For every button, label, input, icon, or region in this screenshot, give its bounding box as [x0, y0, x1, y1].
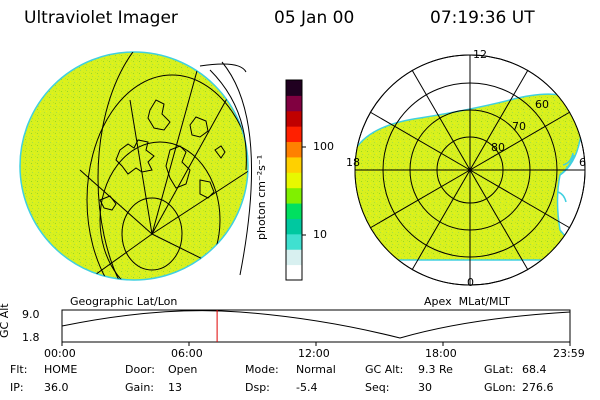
mlt-label-0: 0: [467, 276, 474, 289]
colorbar-segment: [286, 249, 302, 266]
mlat-label-70: 70: [512, 120, 526, 133]
status-value: Normal: [296, 363, 336, 376]
timeline-x-tick: 06:00: [171, 347, 203, 360]
mlat-label-60: 60: [535, 98, 549, 111]
colorbar-frame: [285, 79, 303, 281]
colorbar-segment: [286, 156, 302, 173]
status-value: 68.4: [522, 363, 547, 376]
timeline-x-tick: 00:00: [44, 347, 76, 360]
status-value: 30: [418, 381, 432, 394]
status-label: Door:: [125, 363, 155, 376]
colorbar-segment: [286, 141, 302, 158]
status-value: 276.6: [522, 381, 554, 394]
colorbar-segment: [286, 264, 302, 281]
colorbar-segment: [286, 95, 302, 112]
timeline-x-tick: 18:00: [425, 347, 457, 360]
colorbar-segment: [286, 187, 302, 204]
date-label: 05 Jan 00: [274, 8, 355, 28]
right-panel-caption: Apex MLat/MLT: [424, 295, 510, 308]
colorbar-segment: [286, 218, 302, 235]
colorbar-tick-100: 100: [313, 140, 334, 153]
mlat-label-80: 80: [491, 141, 505, 154]
instrument-title: Ultraviolet Imager: [24, 8, 178, 28]
status-value: HOME: [44, 363, 78, 376]
timeline-y-label: GC Alt: [0, 303, 11, 338]
status-label: GLon:: [484, 381, 516, 394]
polar-mlt-plot: [354, 54, 586, 286]
status-label: IP:: [10, 381, 24, 394]
mlt-label-6: 6: [579, 156, 586, 169]
mlt-label-18: 18: [346, 156, 360, 169]
colorbar-segment: [286, 233, 302, 250]
left-panel-caption: Geographic Lat/Lon: [70, 295, 178, 308]
timeline-y-tick-min: 1.8: [22, 331, 40, 344]
timeline-x-tick: 12:00: [298, 347, 330, 360]
time-label: 07:19:36 UT: [430, 8, 535, 28]
status-label: Seq:: [365, 381, 390, 394]
status-label: GLat:: [484, 363, 514, 376]
status-label: Dsp:: [245, 381, 270, 394]
status-value: Open: [168, 363, 198, 376]
status-label: Gain:: [125, 381, 154, 394]
altitude-timeline: [61, 309, 571, 346]
colorbar-segment: [286, 172, 302, 189]
colorbar-unit-label: photon cm⁻²s⁻¹: [255, 154, 268, 240]
status-label: Mode:: [245, 363, 279, 376]
mlt-label-12: 12: [473, 48, 487, 61]
status-value: -5.4: [296, 381, 318, 394]
timeline-y-tick-max: 9.0: [22, 308, 40, 321]
colorbar-segment: [286, 110, 302, 127]
status-value: 9.3 Re: [418, 363, 453, 376]
colorbar-segment: [286, 80, 302, 96]
colorbar-segment: [286, 203, 302, 219]
colorbar: [285, 79, 303, 281]
colorbar-segment: [286, 126, 302, 143]
status-label: Flt:: [10, 363, 28, 376]
status-label: GC Alt:: [365, 363, 404, 376]
timeline-x-tick: 23:59: [553, 347, 585, 360]
status-value: 13: [168, 381, 182, 394]
status-value: 36.0: [44, 381, 69, 394]
geographic-image: [19, 51, 253, 281]
colorbar-tick-10: 10: [313, 228, 327, 241]
